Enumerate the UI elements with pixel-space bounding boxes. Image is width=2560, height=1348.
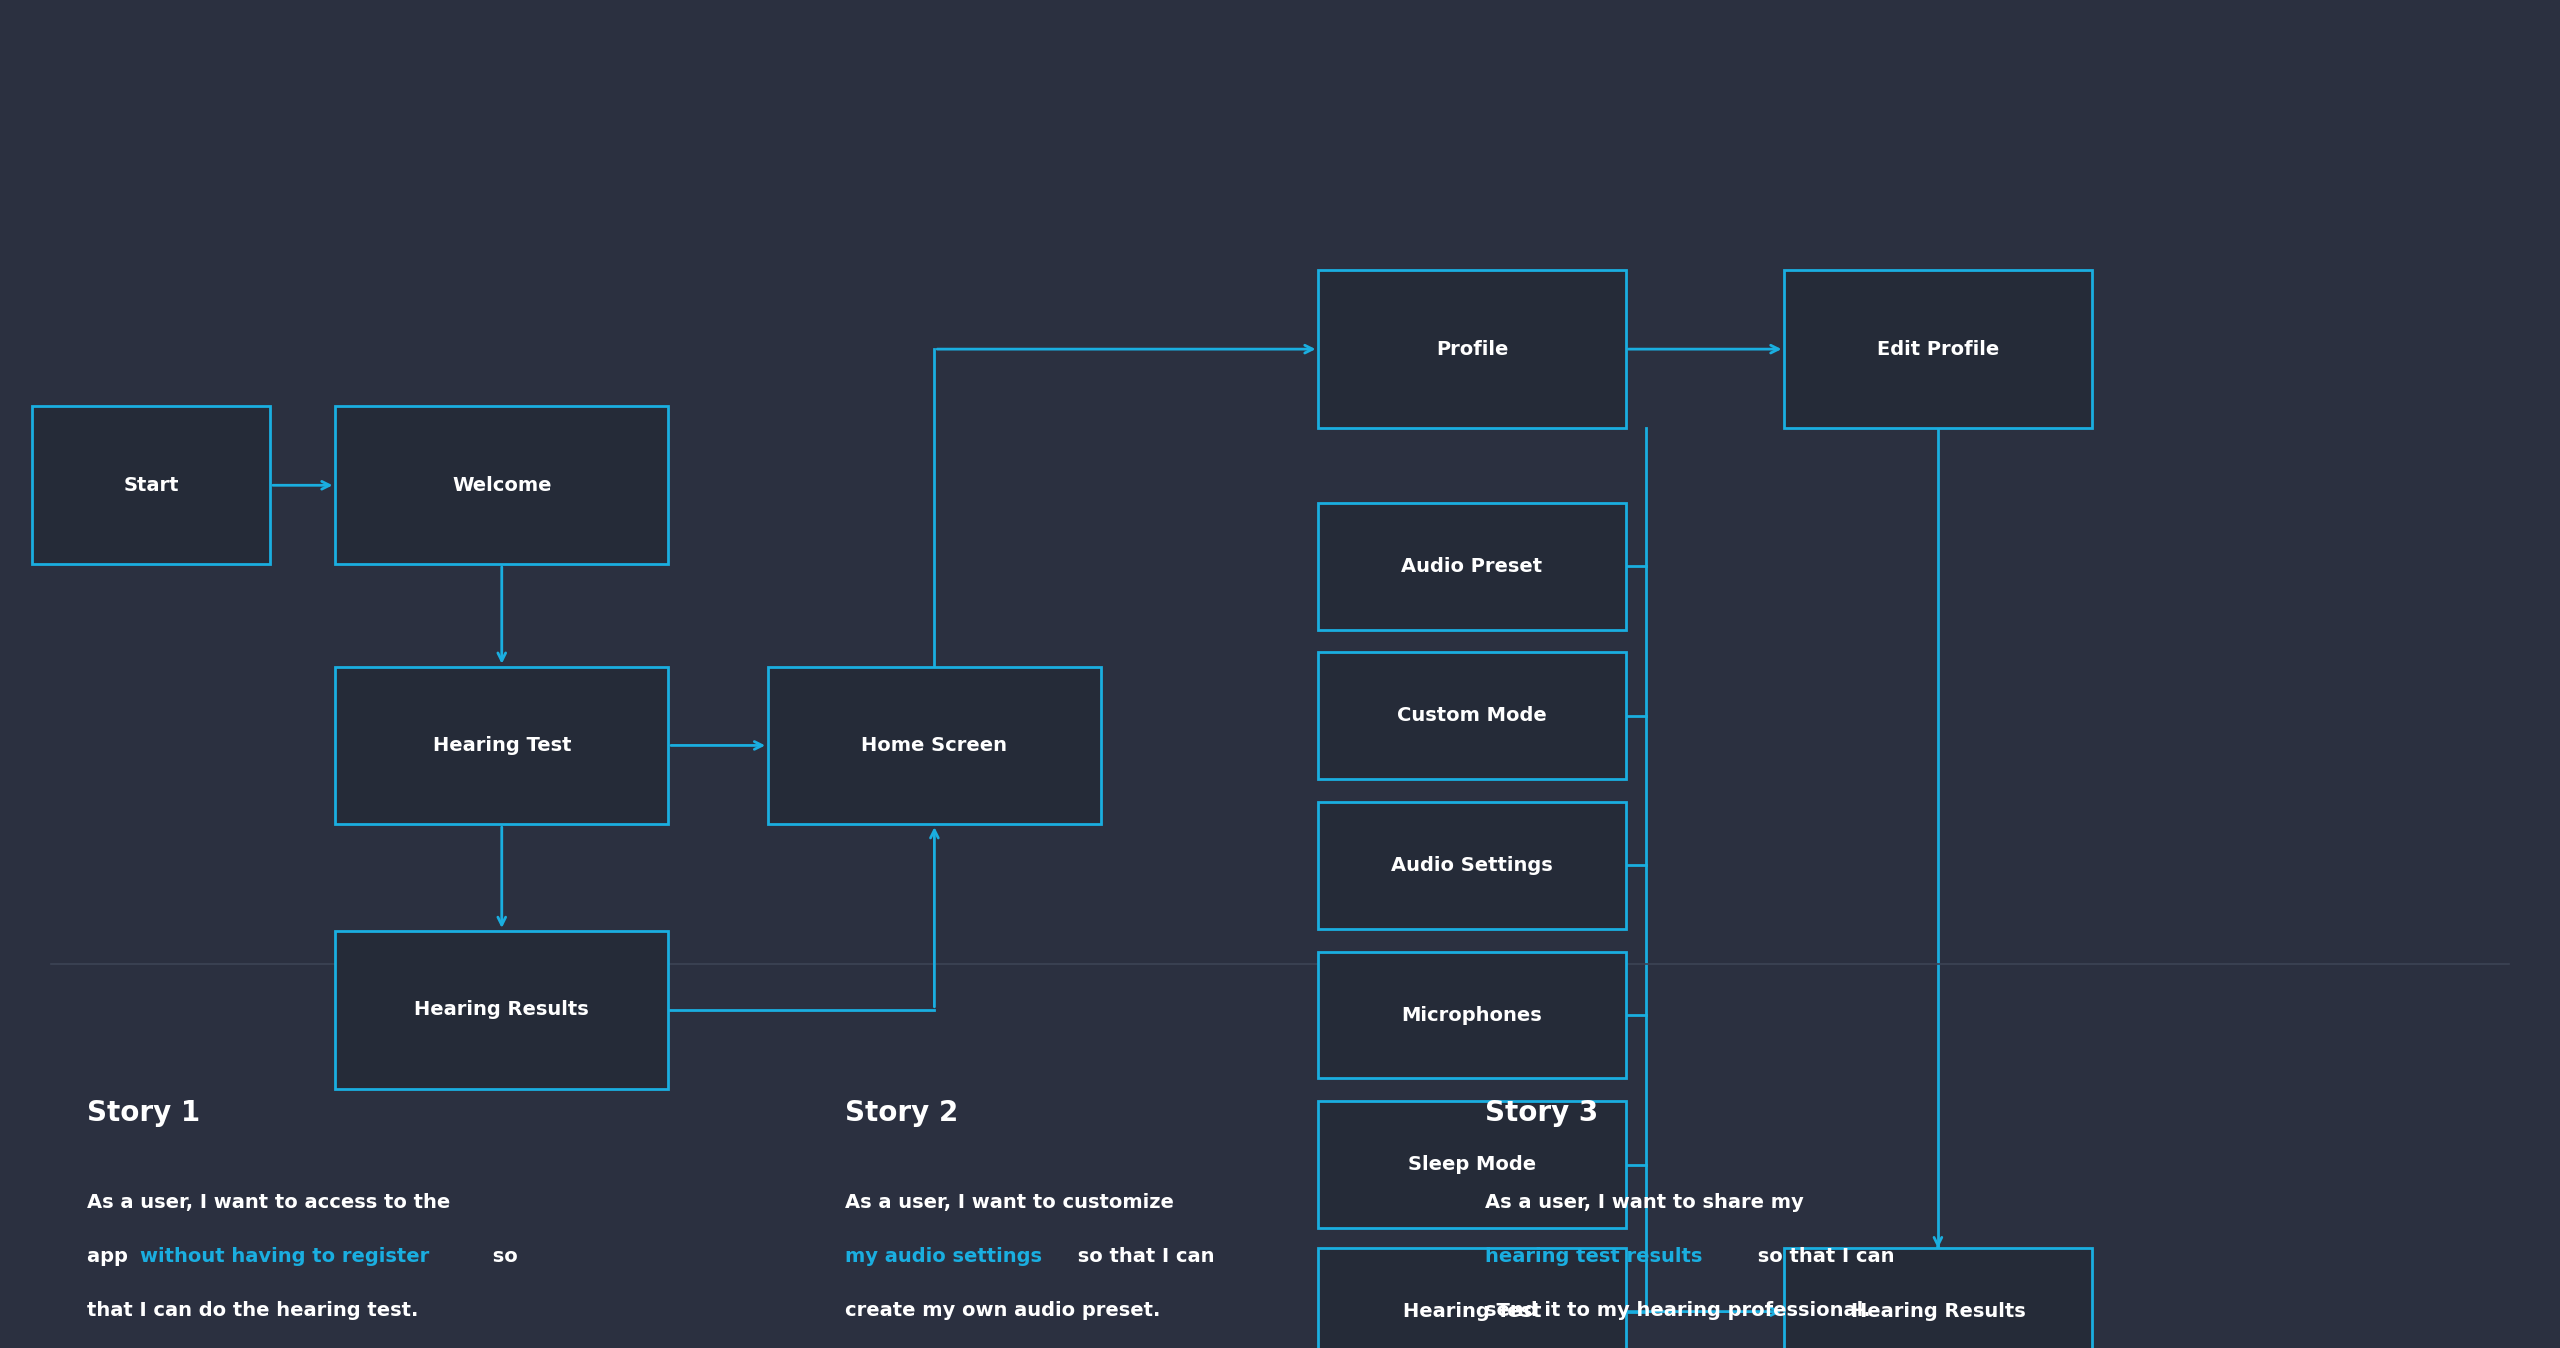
Text: so: so xyxy=(486,1247,517,1266)
Text: Hearing Results: Hearing Results xyxy=(415,1000,589,1019)
Text: Sleep Mode: Sleep Mode xyxy=(1408,1155,1536,1174)
Text: Story 1: Story 1 xyxy=(87,1099,200,1127)
Bar xyxy=(335,407,668,563)
Bar xyxy=(1784,270,2092,429)
Text: Welcome: Welcome xyxy=(453,476,550,495)
Text: app: app xyxy=(87,1247,136,1266)
Text: send it to my hearing professional.: send it to my hearing professional. xyxy=(1485,1301,1871,1320)
Text: Start: Start xyxy=(123,476,179,495)
Bar xyxy=(1318,270,1626,429)
Bar xyxy=(335,666,668,824)
Text: so that I can: so that I can xyxy=(1070,1247,1213,1266)
Bar xyxy=(1318,1248,1626,1348)
Bar xyxy=(1318,802,1626,929)
Text: my audio settings: my audio settings xyxy=(845,1247,1042,1266)
Bar xyxy=(1318,1101,1626,1228)
Text: Edit Profile: Edit Profile xyxy=(1876,340,1999,359)
Bar xyxy=(1784,1248,2092,1348)
Text: Home Screen: Home Screen xyxy=(860,736,1009,755)
Bar xyxy=(768,666,1101,824)
Text: that I can do the hearing test.: that I can do the hearing test. xyxy=(87,1301,417,1320)
Text: Hearing Test: Hearing Test xyxy=(433,736,571,755)
Text: As a user, I want to share my: As a user, I want to share my xyxy=(1485,1193,1805,1212)
Bar xyxy=(335,930,668,1089)
Text: As a user, I want to customize: As a user, I want to customize xyxy=(845,1193,1172,1212)
Bar xyxy=(1318,652,1626,779)
Bar xyxy=(1318,952,1626,1078)
Bar xyxy=(1318,503,1626,630)
Text: Audio Settings: Audio Settings xyxy=(1390,856,1554,875)
Text: create my own audio preset.: create my own audio preset. xyxy=(845,1301,1160,1320)
Text: Audio Preset: Audio Preset xyxy=(1400,557,1544,576)
Text: hearing test results: hearing test results xyxy=(1485,1247,1702,1266)
Text: Story 2: Story 2 xyxy=(845,1099,957,1127)
Text: so that I can: so that I can xyxy=(1751,1247,1894,1266)
Bar xyxy=(31,407,271,563)
Text: Hearing Test: Hearing Test xyxy=(1403,1302,1541,1321)
Text: Hearing Results: Hearing Results xyxy=(1851,1302,2025,1321)
Text: As a user, I want to access to the: As a user, I want to access to the xyxy=(87,1193,451,1212)
Text: without having to register: without having to register xyxy=(141,1247,430,1266)
Text: Story 3: Story 3 xyxy=(1485,1099,1597,1127)
Text: Custom Mode: Custom Mode xyxy=(1398,706,1546,725)
Text: Profile: Profile xyxy=(1436,340,1508,359)
Text: Microphones: Microphones xyxy=(1403,1006,1541,1024)
